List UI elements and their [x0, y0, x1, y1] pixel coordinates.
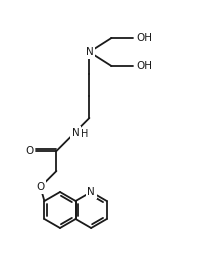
Text: OH: OH — [136, 33, 152, 43]
Text: N: N — [87, 187, 95, 197]
Text: N: N — [85, 47, 93, 57]
Text: OH: OH — [136, 61, 152, 71]
Text: H: H — [81, 129, 88, 139]
Text: O: O — [36, 182, 44, 192]
Text: O: O — [25, 146, 33, 156]
Text: N: N — [72, 128, 79, 138]
